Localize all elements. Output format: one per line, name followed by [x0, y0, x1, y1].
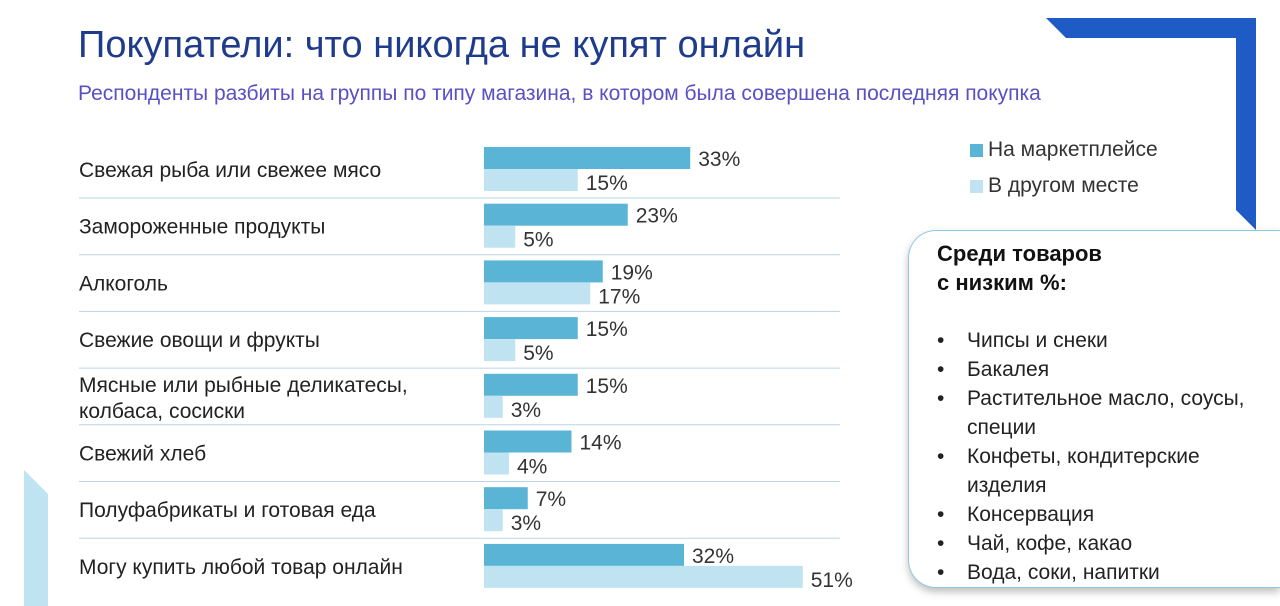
- value-label-marketplace: 23%: [636, 205, 678, 228]
- info-list-item: Консервация: [937, 500, 1267, 529]
- category-label: Свежий хлеб: [79, 443, 206, 466]
- legend-label-elsewhere: В другом месте: [988, 174, 1139, 197]
- info-list-item: Вода, соки, напитки: [937, 558, 1267, 587]
- bar-marketplace: [484, 430, 572, 453]
- category-label-line: Замороженные продукты: [79, 216, 325, 239]
- category-label-line: Полуфабрикаты и готовая еда: [79, 499, 376, 522]
- value-label-elsewhere: 5%: [523, 229, 553, 252]
- value-label-marketplace: 7%: [536, 488, 566, 511]
- value-label-elsewhere: 5%: [523, 342, 553, 365]
- category-label: Алкоголь: [79, 272, 168, 295]
- value-label-elsewhere: 4%: [517, 456, 547, 479]
- bar-elsewhere: [484, 452, 509, 475]
- category-label-line: Могу купить любой товар онлайн: [79, 556, 403, 579]
- bar-elsewhere: [484, 565, 803, 588]
- chart-legend: На маркетплейсе В другом месте: [970, 132, 1158, 204]
- category-label: Могу купить любой товар онлайн: [79, 556, 403, 579]
- info-list-item: Бакалея: [937, 355, 1267, 384]
- legend-item-elsewhere: В другом месте: [970, 168, 1158, 204]
- info-list-item: Конфеты, кондитерские изделия: [937, 442, 1267, 500]
- legend-label-marketplace: На маркетплейсе: [988, 138, 1158, 161]
- value-label-marketplace: 32%: [692, 545, 734, 568]
- bar-marketplace: [484, 373, 578, 396]
- value-label-elsewhere: 3%: [511, 512, 541, 535]
- value-label-marketplace: 14%: [580, 432, 622, 455]
- value-label-marketplace: 15%: [586, 375, 628, 398]
- bar-marketplace: [484, 203, 628, 226]
- left-decoration: [24, 470, 48, 606]
- value-label-marketplace: 33%: [698, 148, 740, 171]
- bar-elsewhere: [484, 339, 516, 362]
- category-label: Полуфабрикаты и готовая еда: [79, 499, 376, 522]
- info-heading-line-1: Среди товаров: [937, 241, 1102, 266]
- value-label-marketplace: 15%: [586, 318, 628, 341]
- category-label: Свежие овощи и фрукты: [79, 329, 320, 352]
- category-label-line: Свежие овощи и фрукты: [79, 329, 320, 352]
- page-title: Покупатели: что никогда не купят онлайн: [78, 24, 806, 66]
- info-list-item: Чай, кофе, какао: [937, 529, 1267, 558]
- value-label-elsewhere: 3%: [511, 399, 541, 422]
- info-box-heading: Среди товаров с низким %:: [937, 239, 1177, 297]
- category-label: Замороженные продукты: [79, 216, 325, 239]
- info-list-item: Чипсы и снеки: [937, 326, 1267, 355]
- bar-elsewhere: [484, 282, 591, 305]
- low-percent-info-box: Среди товаров с низким %: Чипсы и снеки …: [908, 230, 1280, 588]
- category-label-line: Мясные или рыбные деликатесы,: [79, 374, 408, 397]
- info-heading-line-2: с низким %:: [937, 270, 1067, 295]
- legend-swatch-marketplace: [970, 143, 983, 157]
- bar-elsewhere: [484, 169, 578, 191]
- category-label-line: Свежая рыба или свежее мясо: [79, 159, 381, 182]
- category-label-line: Алкоголь: [79, 272, 168, 295]
- category-label-line: колбаса, сосиски: [79, 400, 245, 423]
- bar-elsewhere: [484, 225, 516, 248]
- bar-marketplace: [484, 487, 528, 510]
- value-label-elsewhere: 17%: [598, 285, 640, 308]
- info-list-item: Растительное масло, соусы, специи: [937, 384, 1267, 442]
- bar-marketplace: [484, 260, 603, 283]
- category-label-line: Свежий хлеб: [79, 443, 206, 466]
- value-label-elsewhere: 15%: [586, 172, 628, 195]
- bar-elsewhere: [484, 509, 503, 532]
- legend-swatch-elsewhere: [970, 179, 983, 193]
- bar-marketplace: [484, 543, 684, 566]
- bar-marketplace: [484, 147, 691, 169]
- bar-elsewhere: [484, 395, 503, 418]
- bar-marketplace: [484, 317, 578, 340]
- category-label: Свежая рыба или свежее мясо: [79, 159, 381, 182]
- value-label-elsewhere: 51%: [811, 569, 853, 592]
- info-box-list: Чипсы и снеки Бакалея Растительное масло…: [937, 326, 1280, 587]
- category-label: Мясные или рыбные деликатесы, колбаса, со…: [79, 374, 408, 423]
- value-label-marketplace: 19%: [611, 261, 653, 284]
- legend-item-marketplace: На маркетплейсе: [970, 132, 1158, 168]
- page-subtitle: Респонденты разбиты на группы по типу ма…: [78, 82, 1041, 105]
